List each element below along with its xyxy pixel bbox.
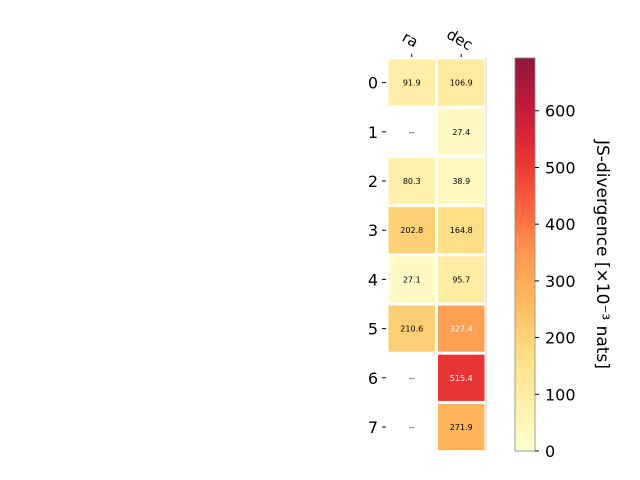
cell-value-label: -- — [409, 128, 415, 137]
column-labels: ra dec — [399, 25, 476, 57]
heatmap-cell — [388, 207, 435, 254]
heatmap-cell — [438, 256, 485, 303]
colorbar-tick-label: 400 — [545, 215, 576, 234]
colorbar: 0 100 200 300 400 500 600 JS-divergence [×10⁻³… — [514, 57, 612, 461]
colorbar-tick-label: 500 — [545, 158, 576, 177]
colorbar-tick-label: 0 — [545, 442, 555, 461]
heatmap-cell — [388, 305, 435, 352]
heatmap-cell — [438, 305, 485, 352]
cell-value-label: -- — [409, 423, 415, 432]
row-label: 0 — [368, 74, 378, 93]
cell-value-label: 327.4 — [450, 325, 473, 334]
colorbar-label: JS-divergence [×10⁻³ nats] — [592, 139, 612, 369]
heatmap-cell — [438, 354, 485, 401]
colorbar-tick-label: 300 — [545, 272, 576, 291]
row-label: 6 — [368, 369, 378, 388]
cell-value-label: 27.4 — [452, 128, 470, 137]
colorbar-tick-label: 200 — [545, 329, 576, 348]
colorbar-ticks: 0 100 200 300 400 500 600 — [535, 102, 576, 461]
cell-value-label: 210.6 — [400, 325, 423, 334]
heatmap-cell — [388, 59, 435, 106]
heatmap-cell — [388, 256, 435, 303]
cell-value-label: 91.9 — [403, 79, 421, 88]
row-label: 1 — [368, 123, 378, 142]
cell-value-label: 515.4 — [450, 374, 473, 383]
heatmap-cell — [438, 403, 485, 451]
heatmap-grid: 91.9 106.9 -- 27.4 80.3 38.9 202.8 164.8 27.1 95.… — [388, 58, 487, 452]
cell-value-label: 27.1 — [403, 275, 421, 284]
heatmap-cell — [438, 207, 485, 254]
column-label: ra — [399, 28, 421, 51]
colorbar-tick-label: 600 — [545, 102, 576, 121]
heatmap-cell — [438, 59, 485, 106]
cell-value-label: 80.3 — [403, 177, 421, 186]
row-label: 2 — [368, 172, 378, 191]
row-label: 7 — [368, 418, 378, 437]
colorbar-tick-label: 100 — [545, 385, 576, 404]
colorbar-gradient — [514, 57, 536, 452]
heatmap-cell — [388, 157, 435, 205]
heatmap-cell — [438, 108, 485, 155]
cell-value-label: 164.8 — [450, 226, 473, 235]
row-label: 4 — [368, 270, 378, 289]
row-labels: 0 1 2 3 4 5 6 7 — [368, 74, 386, 437]
row-label: 3 — [368, 221, 378, 240]
column-label: dec — [444, 25, 476, 54]
cell-value-label: 202.8 — [400, 226, 423, 235]
cell-value-label: 271.9 — [450, 423, 473, 432]
cell-value-label: 38.9 — [452, 177, 470, 186]
cell-value-label: -- — [409, 374, 415, 383]
cell-value-label: 106.9 — [450, 79, 473, 88]
row-label: 5 — [368, 320, 378, 339]
cell-value-label: 95.7 — [452, 275, 470, 284]
heatmap-cell — [438, 157, 485, 205]
